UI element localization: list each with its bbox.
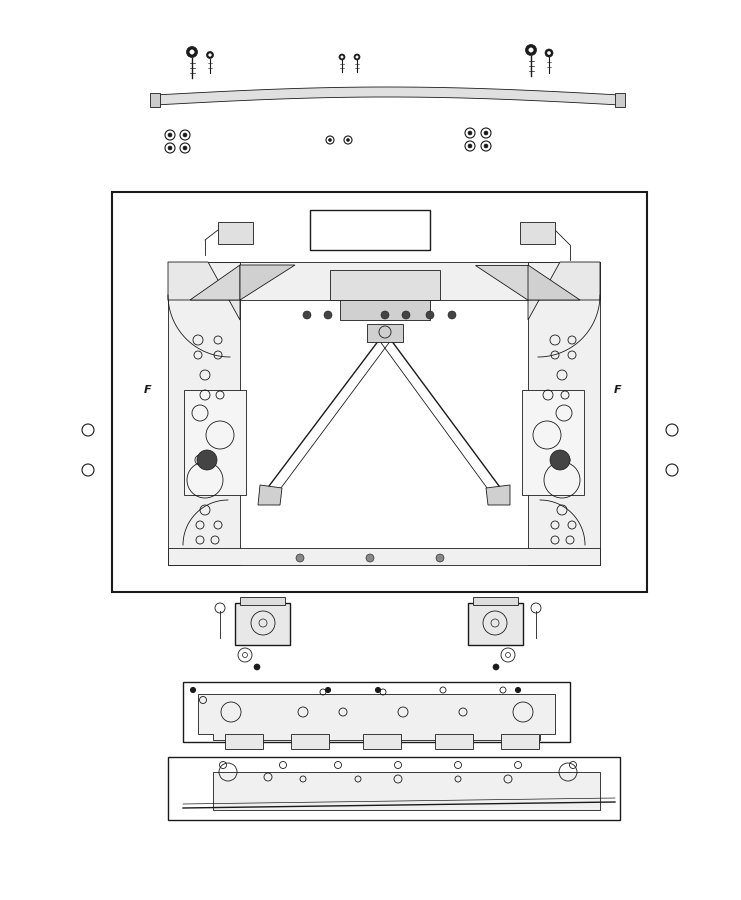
Circle shape [550,450,570,470]
Circle shape [402,311,410,319]
Circle shape [190,688,196,692]
Polygon shape [475,265,528,300]
Circle shape [525,44,536,56]
Circle shape [545,49,553,57]
Bar [150,93,160,107]
Circle shape [468,144,472,148]
Circle shape [376,688,380,692]
Circle shape [347,139,350,141]
Bar [168,757,620,820]
Circle shape [468,131,472,135]
Circle shape [296,554,304,562]
Text: F: F [614,385,622,395]
Bar [168,262,240,565]
Polygon shape [258,485,282,505]
Circle shape [209,54,211,57]
Circle shape [516,688,520,692]
Circle shape [207,51,213,59]
Bar [501,734,539,749]
Bar [330,270,440,300]
Circle shape [190,50,194,54]
Polygon shape [168,262,240,320]
Polygon shape [486,485,510,505]
Bar [291,734,329,749]
Circle shape [328,139,331,141]
Circle shape [197,450,217,470]
Polygon shape [528,265,580,300]
Bar [367,324,403,342]
Bar [218,222,253,244]
Bar [468,603,523,645]
Bar [235,603,290,645]
Bar [168,548,600,565]
Text: F: F [144,385,152,395]
Bar [168,262,600,300]
Bar [528,262,600,565]
Circle shape [339,54,345,60]
Bar [363,734,401,749]
Circle shape [484,144,488,148]
Circle shape [324,311,332,319]
Polygon shape [198,694,555,740]
Bar [240,597,285,605]
Bar [310,210,430,250]
Bar [112,192,647,592]
Circle shape [168,133,172,137]
Circle shape [183,133,187,137]
Polygon shape [528,262,600,320]
Circle shape [187,47,198,58]
Circle shape [356,56,358,58]
Bar [435,734,473,749]
Circle shape [366,554,374,562]
Circle shape [303,311,311,319]
Bar [473,597,518,605]
Circle shape [448,311,456,319]
Bar [522,390,584,495]
Circle shape [484,131,488,135]
Bar [183,682,570,742]
Circle shape [183,146,187,150]
Circle shape [341,56,343,58]
Bar [615,93,625,107]
Bar [184,390,246,495]
Circle shape [354,54,360,60]
Circle shape [548,51,551,55]
Circle shape [254,664,260,670]
Circle shape [325,688,330,692]
Polygon shape [155,87,620,105]
Circle shape [529,48,534,52]
Bar [225,734,263,749]
Bar [213,772,600,810]
Bar [340,300,430,320]
Circle shape [381,311,389,319]
Circle shape [493,664,499,670]
Polygon shape [190,265,240,300]
Circle shape [436,554,444,562]
Circle shape [168,146,172,150]
Bar [520,222,555,244]
Circle shape [426,311,434,319]
Polygon shape [240,265,295,300]
